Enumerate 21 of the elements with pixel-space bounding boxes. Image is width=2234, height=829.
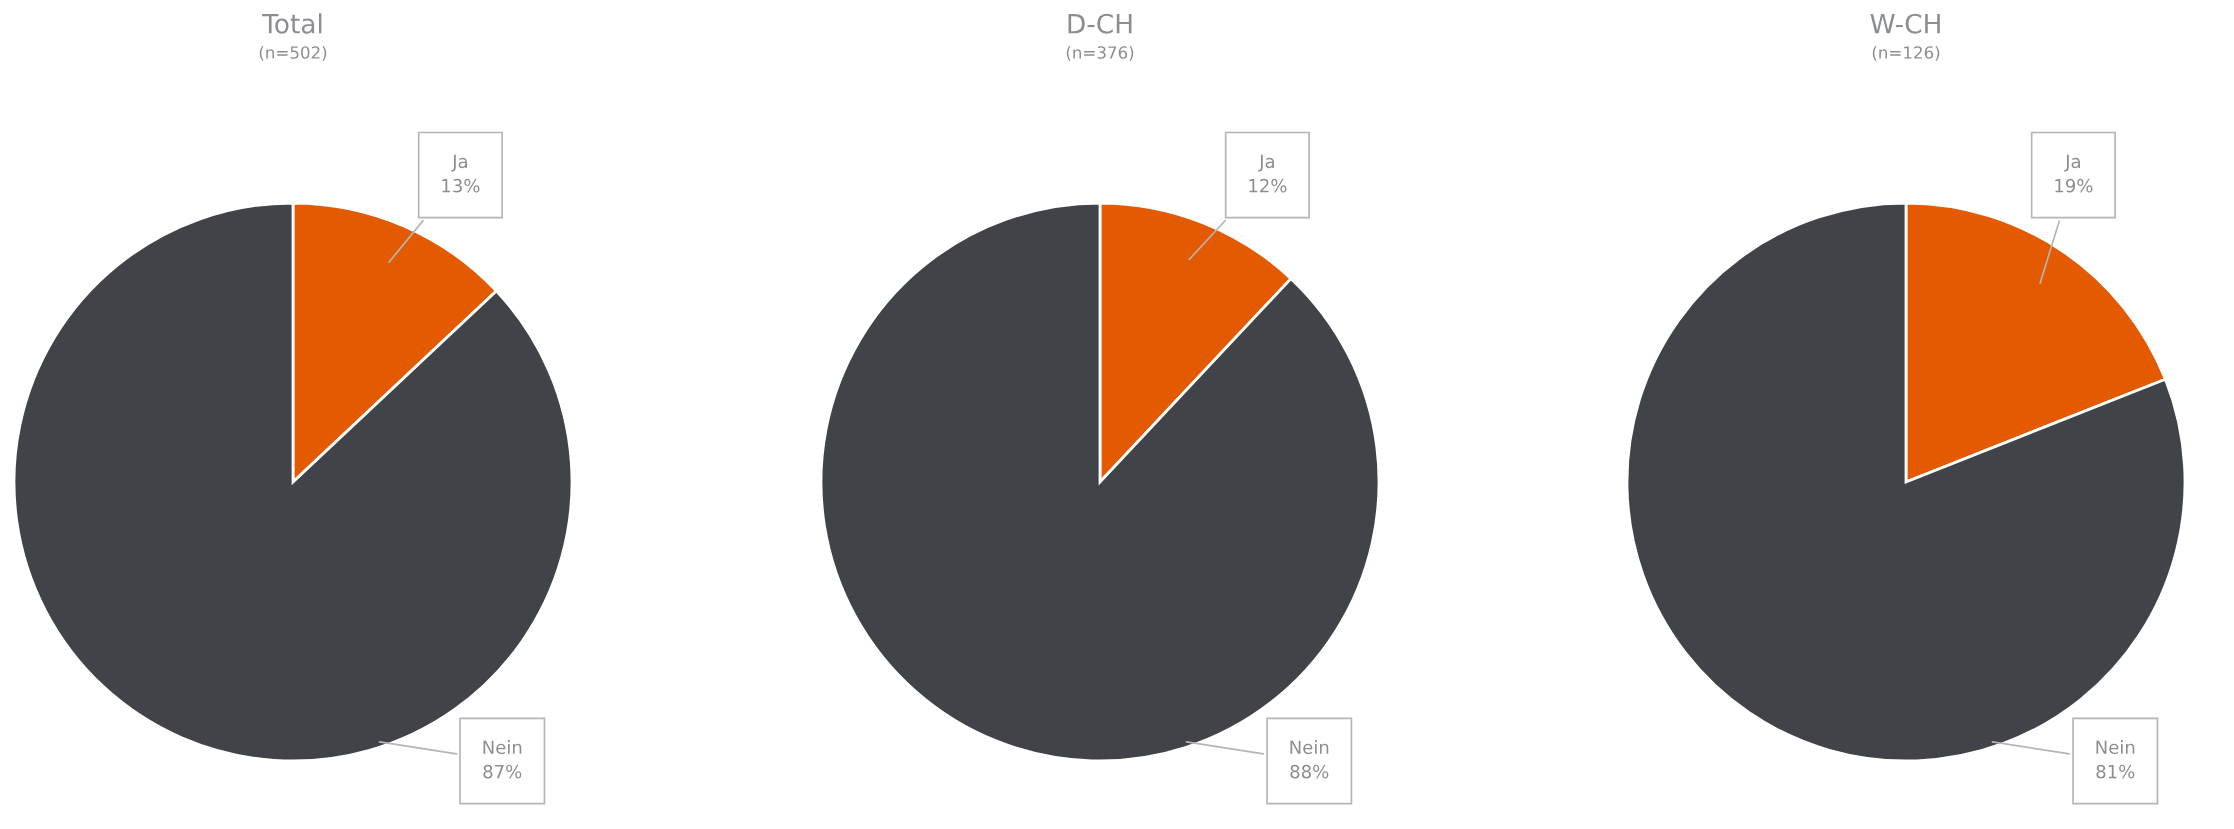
chart-title: D-CH [1068,13,1132,34]
slice-label: Nein [1290,740,1329,755]
chart-subtitle: (n=126) [1872,45,1940,61]
slice-label: Nein [2096,740,2135,755]
data-label: 12% [1249,178,1287,193]
slice-label: Nein [483,740,522,755]
pie-slice [1625,201,2187,763]
slice-label: Ja [2064,154,2080,172]
data-label: 13% [442,178,480,193]
chart-subtitle: (n=376) [1066,45,1134,61]
slice-label: Ja [451,154,467,172]
chart-subtitle: (n=502) [259,45,327,61]
pie-slice [12,201,574,763]
data-label: 87% [483,764,522,779]
data-label: 19% [2055,178,2093,193]
chart-title: Total [262,13,322,34]
chart-title: W-CH [1870,13,1940,34]
data-label: 81% [2096,764,2135,779]
slice-label: Ja [1258,154,1274,172]
pie-slice [819,201,1381,763]
data-label: 88% [1290,764,1329,779]
